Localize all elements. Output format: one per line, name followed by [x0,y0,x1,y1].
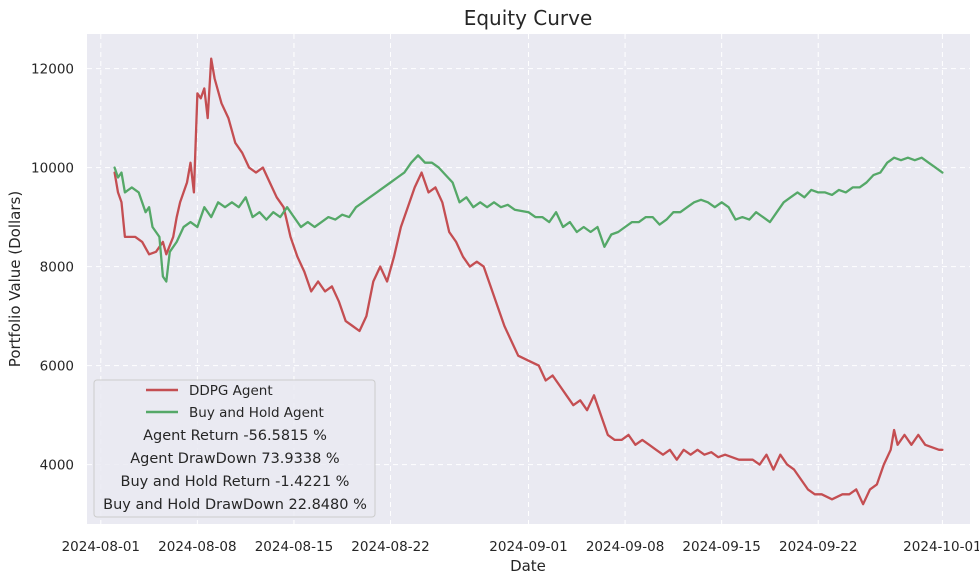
series-line-ddpg-agent [113,57,944,506]
x-tick-label: 2024-08-15 [255,539,333,555]
legend-stat-agent-return: Agent Return -56.5815 % [143,428,327,444]
x-tick-label: 2024-09-22 [779,539,857,555]
x-tick-label: 2024-10-01 [903,539,979,555]
x-tick-label: 2024-08-01 [62,539,140,555]
x-axis-label: Date [510,557,546,575]
y-tick-label: 8000 [40,260,74,276]
x-tick-label: 2024-08-08 [158,539,236,555]
legend-label-buy-and-hold: Buy and Hold Agent [189,405,324,421]
y-tick-label: 12000 [31,62,74,78]
y-tick-label: 6000 [40,359,74,375]
chart-title: Equity Curve [464,6,593,30]
x-tick-label: 2024-08-22 [351,539,429,555]
y-tick-label: 4000 [40,458,74,474]
y-axis-ticks: 4000 6000 8000 10000 12000 [31,62,74,474]
legend: DDPG Agent Buy and Hold Agent Agent Retu… [93,379,376,518]
x-tick-label: 2024-09-08 [586,539,664,555]
series-line-buy-and-hold-agent [113,154,944,283]
grid-lines [87,34,970,524]
legend-stat-buyhold-return: Buy and Hold Return -1.4221 % [121,474,350,490]
y-tick-label: 10000 [31,161,74,177]
series-layer [113,57,944,506]
x-tick-label: 2024-09-15 [682,539,760,555]
legend-label-ddpg: DDPG Agent [189,383,273,399]
x-tick-label: 2024-09-01 [489,539,567,555]
legend-stat-agent-drawdown: Agent DrawDown 73.9338 % [130,451,339,467]
x-axis-ticks: 2024-08-01 2024-08-08 2024-08-15 2024-08-22… [62,539,979,555]
y-axis-label: Portfolio Value (Dollars) [6,191,24,367]
legend-box [93,379,376,518]
legend-stat-buyhold-drawdown: Buy and Hold DrawDown 22.8480 % [103,497,367,513]
